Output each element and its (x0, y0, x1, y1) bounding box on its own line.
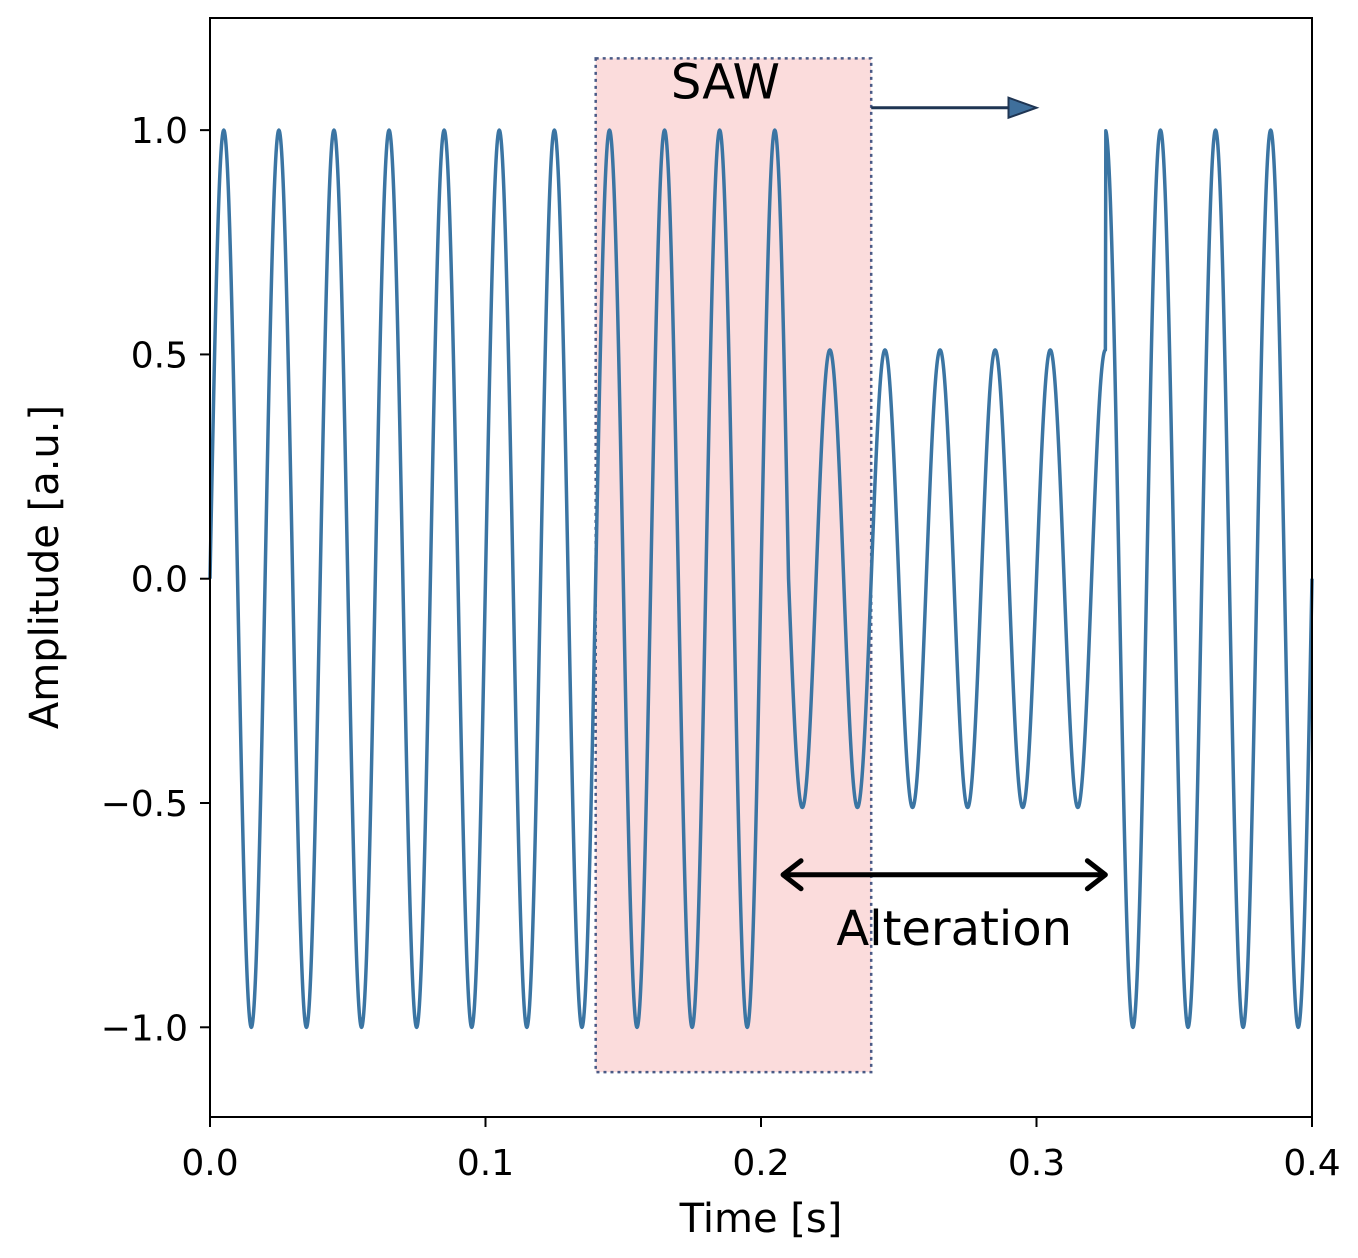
alteration-label: Alteration (836, 901, 1072, 957)
y-tick-label: 0.0 (131, 560, 188, 601)
x-tick-label: 0.4 (1283, 1143, 1340, 1184)
y-tick-label: 0.5 (131, 335, 188, 376)
y-axis-ticks: −1.0 −0.5 0.0 0.5 1.0 (101, 111, 210, 1049)
y-tick-label: 1.0 (131, 111, 188, 152)
signal-line (208, 128, 1314, 1030)
alteration-arrow-head-left (780, 858, 804, 892)
x-tick-label: 0.2 (732, 1143, 789, 1184)
x-axis-ticks: 0.0 0.1 0.2 0.3 0.4 (181, 1117, 1341, 1184)
x-tick-label: 0.3 (1008, 1143, 1065, 1184)
alteration-arrow-head-right (1084, 858, 1108, 892)
y-tick-label: −1.0 (101, 1008, 188, 1049)
x-tick-label: 0.1 (457, 1143, 514, 1184)
x-axis-label: Time [s] (679, 1196, 843, 1242)
y-tick-label: −0.5 (101, 784, 188, 825)
saw-region-label: SAW (671, 55, 780, 111)
x-tick-label: 0.0 (181, 1143, 238, 1184)
y-axis-label: Amplitude [a.u.] (22, 405, 68, 729)
saw-arrow-head (1007, 96, 1040, 120)
